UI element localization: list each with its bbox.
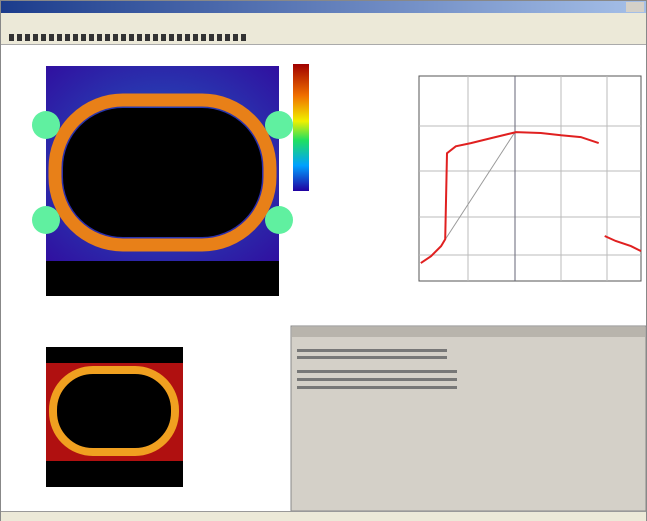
window-buttons[interactable] bbox=[626, 2, 644, 12]
profile-plot bbox=[419, 76, 641, 281]
image-spot bbox=[32, 111, 60, 139]
image-spot bbox=[265, 206, 293, 234]
info-panel bbox=[291, 326, 646, 511]
taskbar[interactable] bbox=[1, 511, 646, 521]
title-bar bbox=[1, 1, 646, 13]
info-panel-header bbox=[292, 327, 645, 337]
menu-bar[interactable] bbox=[1, 13, 646, 22]
toolbar-buttons[interactable] bbox=[9, 34, 249, 41]
ring-core bbox=[63, 108, 262, 237]
colorbar bbox=[293, 64, 309, 191]
image-spot bbox=[265, 111, 293, 139]
image-spot bbox=[32, 206, 60, 234]
app-window bbox=[0, 0, 647, 521]
workspace bbox=[1, 45, 646, 511]
thumbnail-ring bbox=[53, 370, 175, 452]
